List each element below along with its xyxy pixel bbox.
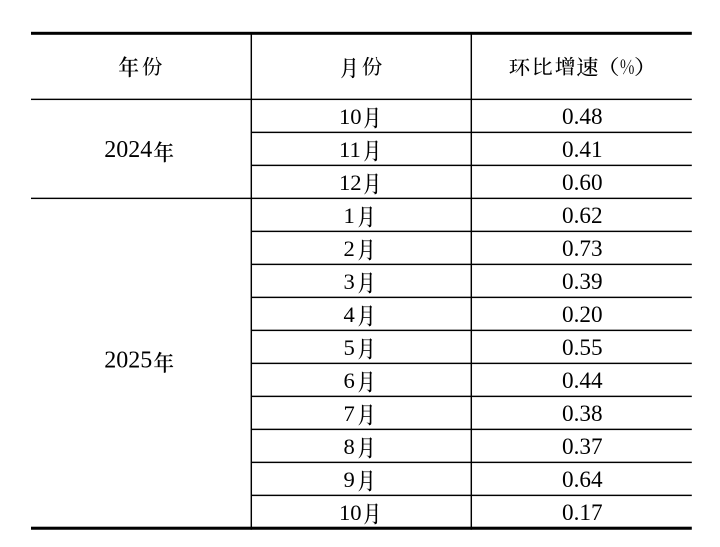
svg-text:2: 2 bbox=[344, 236, 355, 261]
svg-text:0.44: 0.44 bbox=[562, 368, 603, 394]
svg-text:5: 5 bbox=[344, 335, 355, 360]
svg-text:3: 3 bbox=[344, 269, 355, 294]
svg-text:0.39: 0.39 bbox=[562, 269, 603, 295]
svg-text:6: 6 bbox=[344, 368, 355, 393]
svg-text:0.17: 0.17 bbox=[562, 500, 603, 526]
svg-text:10: 10 bbox=[339, 500, 362, 525]
svg-text:7: 7 bbox=[344, 401, 355, 426]
svg-text:0.48: 0.48 bbox=[562, 104, 603, 130]
svg-text:9: 9 bbox=[344, 467, 355, 492]
svg-text:12: 12 bbox=[339, 170, 362, 195]
svg-text:0.64: 0.64 bbox=[562, 467, 603, 493]
svg-text:1: 1 bbox=[344, 203, 355, 228]
svg-text:10: 10 bbox=[339, 104, 362, 129]
svg-text:0.55: 0.55 bbox=[562, 335, 603, 361]
svg-text:4: 4 bbox=[344, 302, 355, 327]
svg-text:0.37: 0.37 bbox=[562, 434, 603, 460]
svg-text:2024: 2024 bbox=[104, 137, 152, 163]
svg-text:0.73: 0.73 bbox=[562, 236, 603, 262]
svg-text:8: 8 bbox=[344, 434, 355, 459]
svg-text:0.20: 0.20 bbox=[562, 302, 603, 328]
svg-text:0.38: 0.38 bbox=[562, 401, 603, 427]
svg-text:0.41: 0.41 bbox=[562, 137, 603, 163]
svg-text:0.62: 0.62 bbox=[562, 203, 603, 229]
svg-text:0.60: 0.60 bbox=[562, 170, 603, 196]
svg-text:2025: 2025 bbox=[104, 348, 152, 374]
svg-text:11: 11 bbox=[339, 137, 361, 162]
